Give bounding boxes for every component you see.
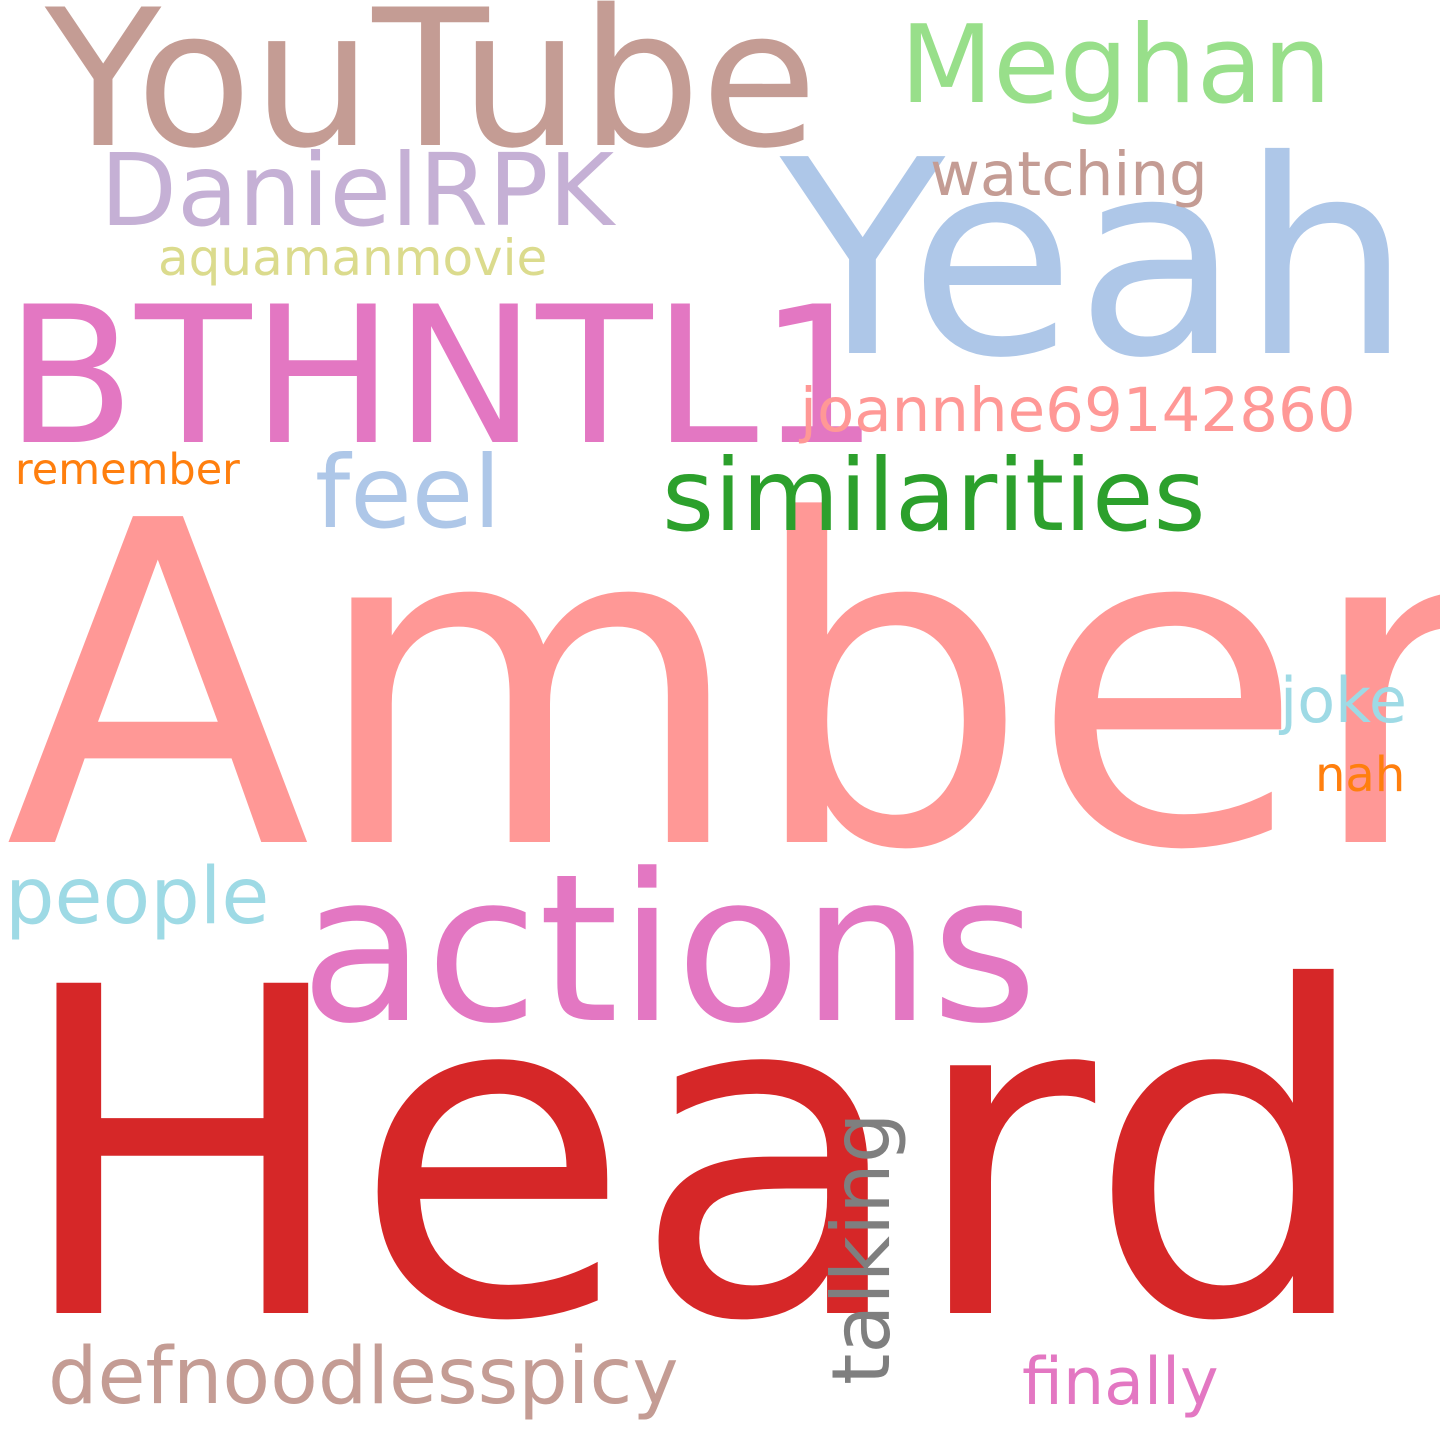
word-aquamanmovie: aquamanmovie — [158, 229, 548, 287]
word-actions: actions — [300, 831, 1038, 1069]
word-remember: remember — [15, 445, 240, 495]
word-danielrpk: DanielRPK — [100, 132, 615, 249]
word-defnoodlesspicy: defnoodlesspicy — [48, 1332, 679, 1422]
word-feel: feel — [315, 434, 502, 551]
word-joannhe69142860: joannhe69142860 — [800, 375, 1356, 446]
word-nah: nah — [1315, 747, 1406, 803]
word-meghan: Meghan — [900, 3, 1332, 128]
word-joke: joke — [1280, 664, 1407, 737]
word-heard: Heard — [12, 893, 1375, 1420]
word-people: people — [5, 852, 270, 942]
word-youtube: YouTube — [45, 0, 818, 190]
word-talking: talking — [815, 1112, 908, 1385]
word-finally: finally — [1022, 1345, 1219, 1420]
word-similarities: similarities — [662, 437, 1206, 554]
word-watching: watching — [930, 139, 1208, 210]
word-amber: Amber — [5, 428, 1440, 948]
word-yeah: Yeah — [780, 102, 1412, 417]
word-bthntl1: BTHNTL1 — [5, 266, 880, 487]
